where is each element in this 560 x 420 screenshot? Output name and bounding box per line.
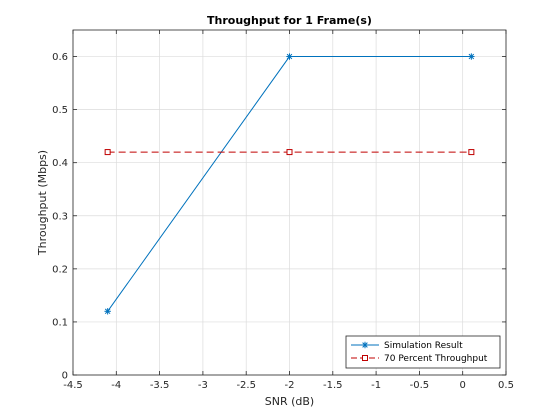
series-1-point-stroke — [286, 53, 293, 60]
series-1-point-stroke — [468, 53, 475, 60]
legend: Simulation Result 70 Percent Throughput — [345, 335, 501, 369]
x-tick-label: -4.5 — [63, 380, 83, 391]
series-2-point — [104, 149, 111, 156]
y-tick-label: 0.5 — [52, 105, 68, 116]
x-tick-label: -3.5 — [150, 380, 170, 391]
legend-marker-1-stroke — [362, 342, 368, 348]
y-tick-label: 0.2 — [52, 264, 68, 275]
x-tick-label: -2.5 — [236, 380, 256, 391]
x-tick-label: 0.5 — [498, 380, 514, 391]
x-axis-label: SNR (dB) — [265, 395, 314, 408]
y-tick-label: 0.6 — [52, 52, 68, 63]
legend-label-1: Simulation Result — [384, 341, 463, 351]
x-tick-label: -0.5 — [410, 380, 430, 391]
y-tick-label: 0.3 — [52, 211, 68, 222]
ticks: -4.5 -4 -3.5 -3 -2.5 -2 -1.5 -1 -0.5 0 0.5 0 0.1 0.2 0… — [52, 30, 514, 391]
series-layer — [104, 53, 475, 315]
chart-title: Throughput for 1 Frame(s) — [207, 14, 372, 27]
x-tick-label: -3 — [198, 380, 208, 391]
y-tick-label: 0 — [62, 371, 68, 382]
x-tick-label: -4 — [111, 380, 121, 391]
x-tick-label: -1 — [371, 380, 381, 391]
series-1-point — [286, 53, 293, 60]
y-axis-label: Throughput (Mbps) — [36, 150, 49, 256]
legend-marker-2 — [362, 355, 368, 361]
series-1-point-stroke — [104, 308, 111, 315]
legend-marker-1 — [361, 341, 369, 349]
series-1-point — [104, 308, 111, 315]
legend-box — [345, 335, 501, 369]
x-tick-label: -2 — [285, 380, 295, 391]
legend-label-2: 70 Percent Throughput — [384, 354, 488, 364]
y-tick-label: 0.4 — [52, 158, 68, 169]
series-2-point — [468, 149, 475, 156]
x-tick-label: 0 — [460, 380, 466, 391]
series-1-point — [468, 53, 475, 60]
y-tick-label: 0.1 — [52, 317, 68, 328]
series-2-point — [286, 149, 293, 156]
x-tick-label: -1.5 — [323, 380, 343, 391]
